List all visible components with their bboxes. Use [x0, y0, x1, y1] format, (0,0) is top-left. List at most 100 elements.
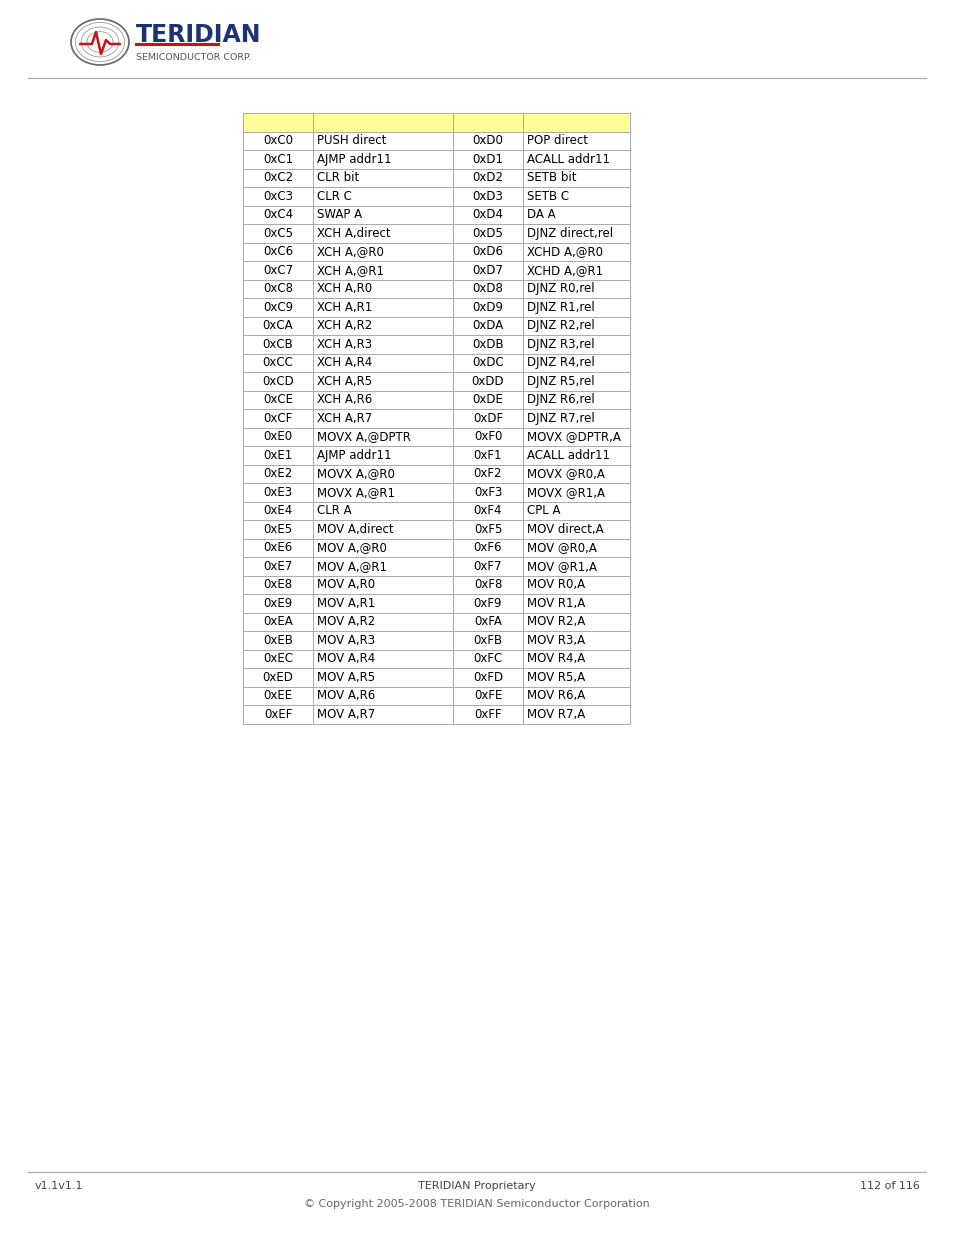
Text: MOVX @R1,A: MOVX @R1,A: [526, 485, 604, 499]
Text: MOV R0,A: MOV R0,A: [526, 578, 584, 592]
Text: 0xC6: 0xC6: [263, 246, 293, 258]
Text: CPL A: CPL A: [526, 504, 560, 517]
Bar: [243, 687, 629, 705]
Text: MOV A,@R1: MOV A,@R1: [316, 559, 387, 573]
Text: DJNZ R4,rel: DJNZ R4,rel: [526, 356, 594, 369]
Text: DJNZ R6,rel: DJNZ R6,rel: [526, 393, 594, 406]
Text: XCH A,R6: XCH A,R6: [316, 393, 372, 406]
Text: 0xCE: 0xCE: [263, 393, 293, 406]
Bar: [243, 353, 629, 372]
Text: 112 of 116: 112 of 116: [860, 1181, 919, 1191]
Text: 0xF1: 0xF1: [474, 448, 501, 462]
Bar: [243, 576, 629, 594]
Text: 0xEC: 0xEC: [263, 652, 293, 666]
Text: POP direct: POP direct: [526, 135, 587, 147]
Text: 0xFC: 0xFC: [473, 652, 502, 666]
Text: XCH A,R1: XCH A,R1: [316, 301, 372, 314]
Text: XCH A,direct: XCH A,direct: [316, 227, 390, 240]
Text: 0xCD: 0xCD: [262, 374, 294, 388]
Text: 0xD9: 0xD9: [472, 301, 503, 314]
Text: XCH A,R5: XCH A,R5: [316, 374, 372, 388]
Text: DJNZ R3,rel: DJNZ R3,rel: [526, 337, 594, 351]
Text: MOVX @DPTR,A: MOVX @DPTR,A: [526, 430, 620, 443]
Text: 0xF7: 0xF7: [474, 559, 501, 573]
Text: ACALL addr11: ACALL addr11: [526, 448, 609, 462]
Bar: [243, 705, 629, 724]
Text: 0xFB: 0xFB: [473, 634, 502, 647]
Bar: [243, 224, 629, 242]
Text: 0xE9: 0xE9: [263, 597, 293, 610]
Text: 0xDC: 0xDC: [472, 356, 503, 369]
Text: 0xD1: 0xD1: [472, 153, 503, 165]
Text: XCH A,R2: XCH A,R2: [316, 320, 372, 332]
Text: MOV R6,A: MOV R6,A: [526, 689, 584, 703]
Text: 0xDA: 0xDA: [472, 320, 503, 332]
Ellipse shape: [71, 19, 129, 65]
Text: MOV R2,A: MOV R2,A: [526, 615, 584, 629]
Text: 0xE5: 0xE5: [263, 522, 293, 536]
Text: DJNZ R7,rel: DJNZ R7,rel: [526, 411, 594, 425]
Text: 0xD8: 0xD8: [472, 283, 503, 295]
Text: MOVX @R0,A: MOVX @R0,A: [526, 467, 604, 480]
Text: XCHD A,@R0: XCHD A,@R0: [526, 246, 602, 258]
Text: SWAP A: SWAP A: [316, 209, 362, 221]
Text: 0xD0: 0xD0: [472, 135, 503, 147]
Text: 0xD4: 0xD4: [472, 209, 503, 221]
Text: 0xF9: 0xF9: [474, 597, 501, 610]
Text: DJNZ R5,rel: DJNZ R5,rel: [526, 374, 594, 388]
Text: TERIDIAN Proprietary: TERIDIAN Proprietary: [417, 1181, 536, 1191]
Text: 0xF6: 0xF6: [474, 541, 501, 555]
Bar: [243, 446, 629, 464]
Bar: [243, 205, 629, 224]
Text: MOV A,R6: MOV A,R6: [316, 689, 375, 703]
Text: 0xC7: 0xC7: [263, 264, 293, 277]
Text: 0xD3: 0xD3: [472, 190, 503, 203]
Text: 0xCC: 0xCC: [262, 356, 294, 369]
Bar: [243, 390, 629, 409]
Text: XCH A,@R0: XCH A,@R0: [316, 246, 383, 258]
Text: XCH A,R7: XCH A,R7: [316, 411, 372, 425]
Text: 0xE8: 0xE8: [263, 578, 293, 592]
Text: PUSH direct: PUSH direct: [316, 135, 386, 147]
Text: 0xD2: 0xD2: [472, 172, 503, 184]
Bar: [243, 520, 629, 538]
Text: MOV A,@R0: MOV A,@R0: [316, 541, 387, 555]
Text: 0xC4: 0xC4: [263, 209, 293, 221]
Text: XCH A,R3: XCH A,R3: [316, 337, 372, 351]
Text: 0xFE: 0xFE: [474, 689, 501, 703]
Bar: [243, 501, 629, 520]
Text: 0xC2: 0xC2: [263, 172, 293, 184]
Text: 0xDB: 0xDB: [472, 337, 503, 351]
Text: 0xF0: 0xF0: [474, 430, 501, 443]
Text: MOV A,R2: MOV A,R2: [316, 615, 375, 629]
Text: MOV A,R7: MOV A,R7: [316, 708, 375, 721]
Text: XCH A,R4: XCH A,R4: [316, 356, 372, 369]
Bar: [243, 483, 629, 501]
Text: 0xD6: 0xD6: [472, 246, 503, 258]
Bar: [243, 316, 629, 335]
Text: DJNZ R0,rel: DJNZ R0,rel: [526, 283, 594, 295]
Text: DJNZ R1,rel: DJNZ R1,rel: [526, 301, 594, 314]
Text: 0xF4: 0xF4: [474, 504, 501, 517]
Text: 0xEB: 0xEB: [263, 634, 293, 647]
Bar: [243, 464, 629, 483]
Text: MOVX A,@R0: MOVX A,@R0: [316, 467, 395, 480]
Bar: [243, 335, 629, 353]
Text: v1.1v1.1: v1.1v1.1: [35, 1181, 84, 1191]
Text: MOV A,R3: MOV A,R3: [316, 634, 375, 647]
Bar: [243, 668, 629, 687]
Text: SETB C: SETB C: [526, 190, 569, 203]
Bar: [243, 594, 629, 613]
Text: MOV A,R1: MOV A,R1: [316, 597, 375, 610]
Text: MOV R4,A: MOV R4,A: [526, 652, 584, 666]
Text: 0xF2: 0xF2: [474, 467, 501, 480]
Text: XCHD A,@R1: XCHD A,@R1: [526, 264, 602, 277]
Bar: [243, 131, 629, 149]
Text: 0xFD: 0xFD: [473, 671, 502, 684]
Text: MOV A,R5: MOV A,R5: [316, 671, 375, 684]
Text: 0xDE: 0xDE: [472, 393, 503, 406]
Text: 0xEF: 0xEF: [264, 708, 292, 721]
Text: MOV A,R4: MOV A,R4: [316, 652, 375, 666]
Text: 0xD7: 0xD7: [472, 264, 503, 277]
Text: MOVX A,@DPTR: MOVX A,@DPTR: [316, 430, 411, 443]
